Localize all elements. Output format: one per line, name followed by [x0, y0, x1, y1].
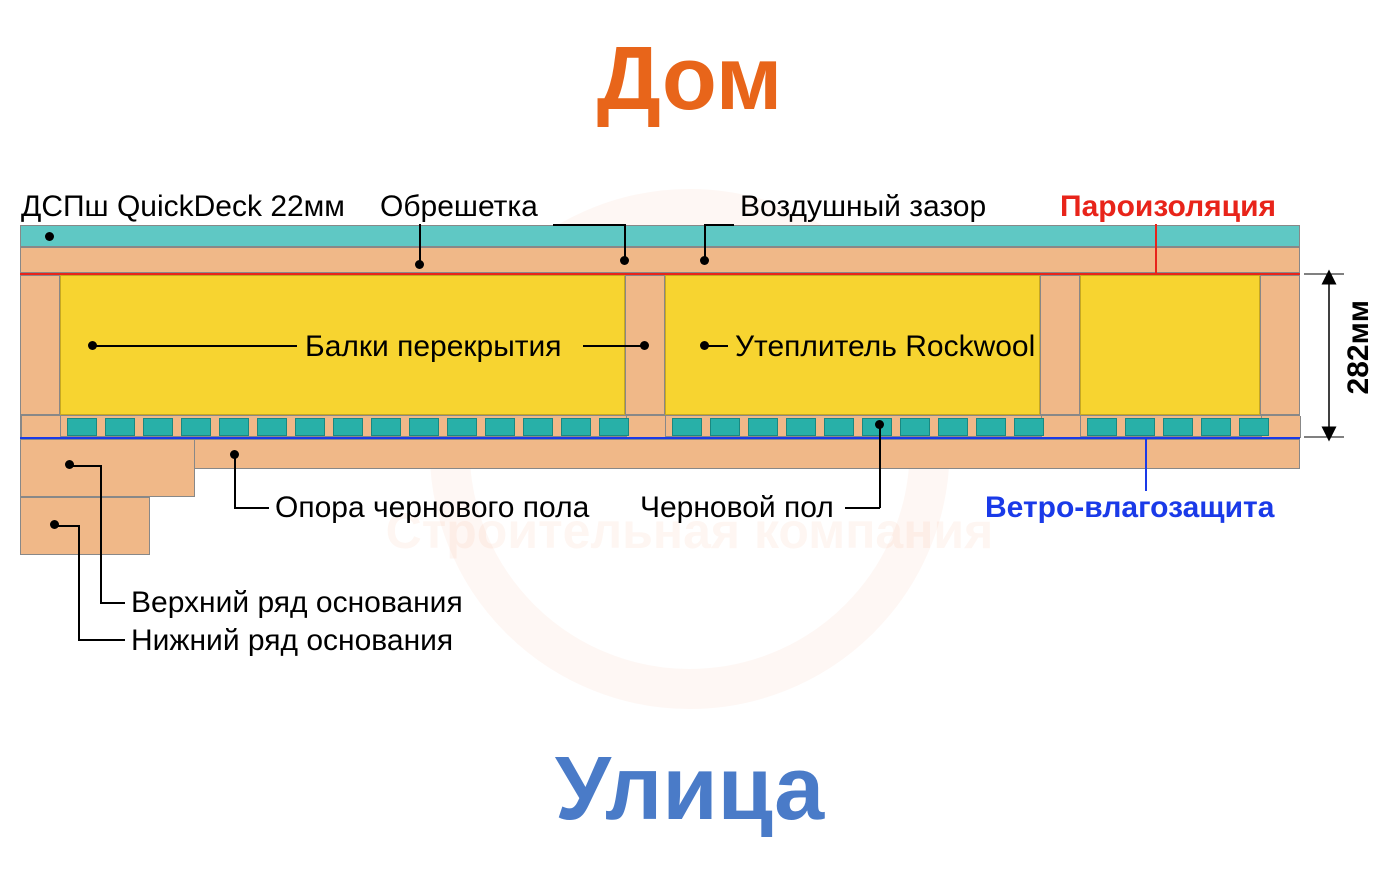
layer-subfloor — [20, 415, 1300, 437]
subfloor-plank — [143, 418, 173, 436]
subfloor-plank — [295, 418, 325, 436]
subfloor-plank — [824, 418, 854, 436]
subfloor-plank — [1163, 418, 1193, 436]
leader-line — [419, 224, 421, 262]
label-lower-base: Нижний ряд основания — [131, 624, 453, 658]
leader-line — [845, 507, 880, 509]
label-quickdeck: ДСПш QuickDeck 22мм — [21, 190, 345, 224]
subfloor-plank — [599, 418, 629, 436]
label-wind-barrier: Ветро-влагозащита — [985, 491, 1274, 525]
leader-line — [100, 465, 102, 603]
subfloor-plank — [900, 418, 930, 436]
layer-lathing — [20, 247, 1300, 273]
subfloor-plank — [976, 418, 1006, 436]
subfloor-plank — [1125, 418, 1155, 436]
subfloor-plank — [485, 418, 515, 436]
label-vapor-barrier: Пароизоляция — [1060, 190, 1276, 224]
layer-quickdeck — [20, 225, 1300, 247]
leader-line — [78, 525, 80, 640]
beam — [20, 275, 60, 415]
beam — [1040, 275, 1080, 415]
leader-line — [708, 345, 728, 347]
label-insulation: Утеплитель Rockwool — [735, 330, 1035, 364]
beam — [1260, 275, 1300, 415]
label-air-gap: Воздушный зазор — [740, 190, 986, 224]
subfloor-plank — [786, 418, 816, 436]
subfloor-plank — [257, 418, 287, 436]
leader-line — [70, 465, 100, 467]
title-street: Улица — [555, 738, 824, 841]
leader-line — [704, 224, 734, 226]
leader-dot — [45, 232, 54, 241]
subfloor-plank — [181, 418, 211, 436]
subfloor-plank — [333, 418, 363, 436]
subfloor-plank — [219, 418, 249, 436]
subfloor-plank — [561, 418, 591, 436]
leader-line — [1155, 224, 1157, 274]
label-lathing: Обрешетка — [380, 190, 538, 224]
subfloor-plank — [1201, 418, 1231, 436]
label-upper-base: Верхний ряд основания — [131, 586, 463, 620]
title-house: Дом — [597, 28, 783, 131]
base-lower-row — [20, 497, 150, 555]
leader-line — [1145, 437, 1147, 491]
label-subfloor: Черновой пол — [640, 491, 834, 525]
leader-line — [78, 639, 125, 641]
label-subfloor-support: Опора чернового пола — [275, 491, 589, 525]
subfloor-plank — [672, 418, 702, 436]
beam — [626, 416, 666, 438]
subfloor-plank — [447, 418, 477, 436]
insulation-span — [1080, 275, 1260, 415]
subfloor-plank — [409, 418, 439, 436]
dimension-text: 282мм — [1342, 300, 1376, 394]
subfloor-plank — [1014, 418, 1044, 436]
subfloor-plank — [938, 418, 968, 436]
leader-line — [55, 525, 78, 527]
leader-line — [100, 602, 125, 604]
leader-line — [879, 425, 881, 508]
subfloor-plank — [371, 418, 401, 436]
subfloor-plank — [748, 418, 778, 436]
beam — [1041, 416, 1081, 438]
label-beams: Балки перекрытия — [305, 330, 562, 364]
leader-line — [553, 224, 625, 226]
subfloor-plank — [105, 418, 135, 436]
leader-line — [704, 224, 706, 258]
subfloor-plank — [523, 418, 553, 436]
base-upper-row — [20, 439, 195, 497]
leader-line — [583, 345, 643, 347]
layer-subfloor-support — [20, 439, 1300, 469]
beam — [21, 416, 61, 438]
subfloor-plank — [1239, 418, 1269, 436]
subfloor-plank — [67, 418, 97, 436]
subfloor-plank — [710, 418, 740, 436]
subfloor-plank — [1087, 418, 1117, 436]
leader-line — [234, 455, 236, 508]
leader-line — [234, 507, 269, 509]
leader-line — [92, 345, 297, 347]
leader-line — [624, 224, 626, 258]
